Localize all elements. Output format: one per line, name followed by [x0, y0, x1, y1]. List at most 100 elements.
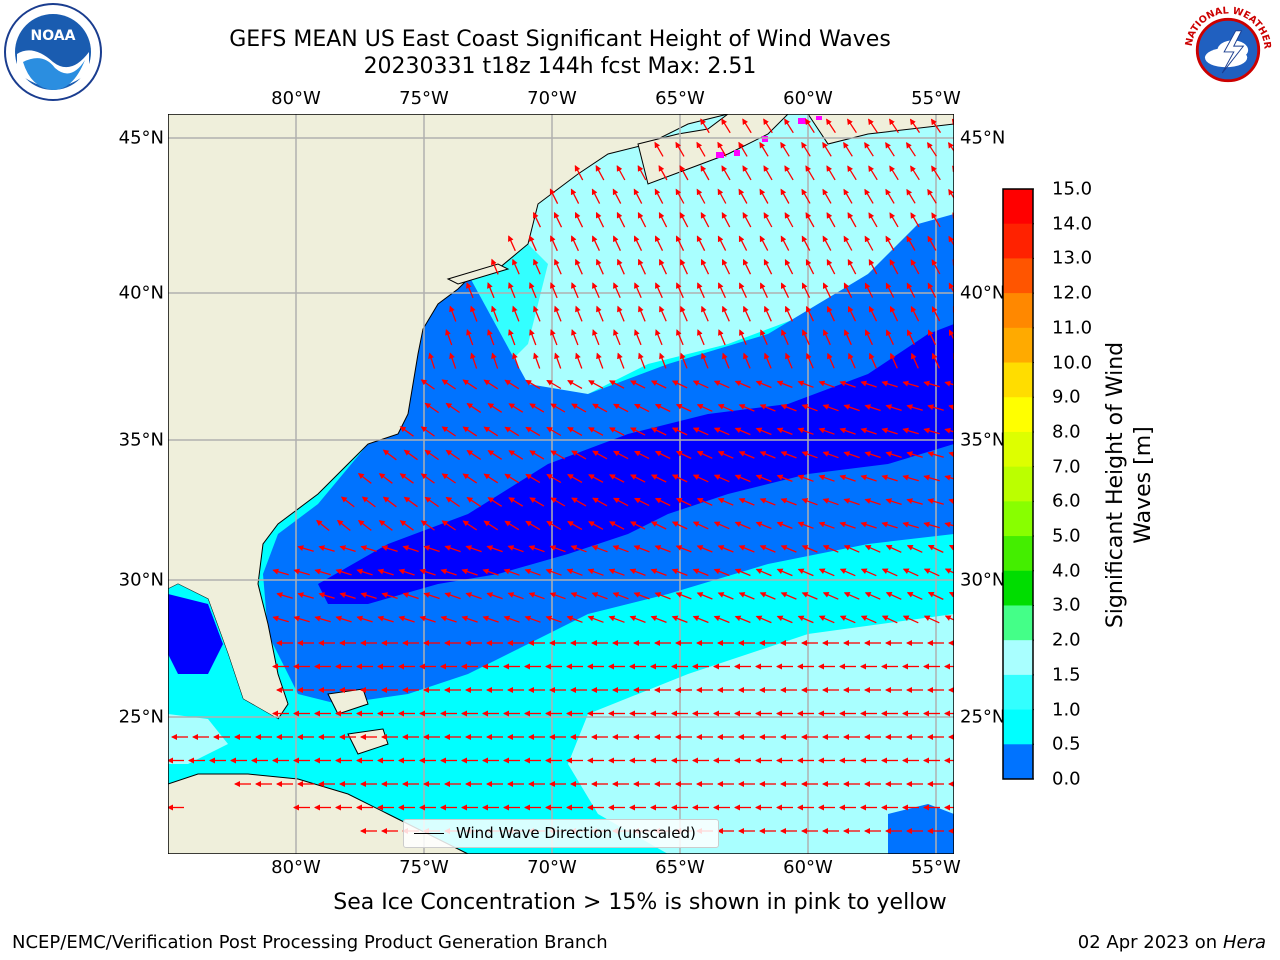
wave-direction-arrow	[487, 329, 495, 346]
wave-direction-arrow	[671, 427, 688, 436]
wave-direction-arrow	[701, 305, 709, 322]
wave-direction-arrow	[776, 521, 793, 530]
wave-direction-arrow	[944, 568, 954, 574]
wave-direction-arrow	[570, 545, 587, 553]
colorbar-band	[1003, 362, 1033, 398]
wave-direction-arrow	[776, 427, 793, 436]
wave-direction-arrow	[483, 379, 499, 390]
wave-direction-arrow	[806, 352, 814, 369]
wave-direction-arrow	[760, 282, 768, 298]
wave-direction-arrow	[546, 426, 562, 437]
wave-direction-arrow	[528, 545, 545, 553]
wave-direction-arrow	[864, 545, 881, 553]
wave-direction-arrow	[567, 380, 583, 389]
wave-direction-arrow	[801, 235, 811, 251]
wave-direction-arrow	[713, 568, 730, 577]
wave-direction-arrow	[944, 427, 954, 434]
wave-direction-arrow	[823, 329, 831, 346]
wave-direction-arrow	[948, 592, 954, 598]
wave-direction-arrow	[801, 592, 818, 600]
wave-direction-arrow	[616, 211, 626, 228]
wave-direction-arrow	[889, 165, 899, 181]
wave-direction-arrow	[461, 568, 478, 576]
wave-direction-arrow	[633, 188, 643, 204]
wave-direction-arrow	[504, 379, 520, 390]
wave-direction-arrow	[860, 380, 877, 388]
wave-direction-arrow	[508, 235, 516, 252]
colorbar-tick-label: 14.0	[1052, 213, 1093, 235]
wave-direction-arrow	[503, 568, 520, 576]
colorbar-band	[1003, 674, 1033, 711]
wave-direction-arrow	[927, 404, 944, 411]
wave-direction-arrow	[571, 450, 587, 460]
wave-direction-arrow	[462, 426, 478, 437]
wave-direction-arrow	[487, 450, 503, 460]
colorbar-tick-label: 8.0	[1052, 421, 1081, 443]
wave-direction-arrow	[700, 258, 710, 275]
lat-tick-left: 30°N	[118, 569, 164, 591]
wave-direction-arrow	[554, 258, 562, 275]
sea-ice-marker	[716, 152, 724, 158]
wave-direction-arrow	[839, 474, 856, 482]
wave-direction-arrow	[612, 545, 629, 553]
wave-direction-arrow	[567, 427, 583, 436]
wave-direction-arrow	[797, 615, 814, 624]
wave-direction-arrow	[634, 329, 642, 346]
lat-tick-right: 25°N	[960, 706, 1006, 728]
colorbar-frame	[1002, 188, 1034, 780]
wave-direction-arrow	[596, 352, 604, 369]
wave-direction-arrow	[868, 212, 878, 228]
wave-direction-arrow	[587, 615, 604, 623]
wave-direction-arrow	[781, 329, 789, 346]
wave-direction-arrow	[382, 496, 397, 508]
wave-direction-arrow	[675, 141, 685, 157]
wave-direction-arrow	[717, 592, 734, 600]
wave-direction-arrow	[860, 521, 877, 529]
wave-direction-arrow	[293, 615, 310, 623]
wave-direction-arrow	[844, 329, 852, 346]
wave-direction-arrow	[713, 474, 730, 483]
wave-direction-arrow	[462, 520, 478, 531]
colorbar-band	[1003, 397, 1033, 433]
wave-direction-arrow	[671, 568, 688, 577]
wave-direction-arrow	[948, 404, 954, 411]
wave-direction-arrow	[491, 305, 499, 322]
wave-direction-arrow	[755, 521, 772, 530]
colorbar-label: Significant Height of Wind Waves [m]	[1103, 341, 1156, 629]
wave-direction-arrow	[378, 473, 393, 484]
sea-ice-marker	[762, 136, 768, 142]
land-long-island	[446, 263, 510, 285]
wave-direction-arrow	[784, 259, 794, 275]
lon-tick-top: 55°W	[911, 88, 961, 109]
wave-direction-arrow	[902, 521, 919, 529]
wave-direction-arrow	[839, 615, 856, 624]
wave-direction-arrow	[609, 474, 625, 483]
wave-direction-arrow	[700, 118, 710, 134]
credit-line: NCEP/EMC/Verification Post Processing Pr…	[12, 932, 608, 953]
wave-direction-arrow	[818, 474, 835, 482]
wave-direction-arrow	[776, 474, 793, 483]
wave-direction-arrow	[860, 615, 877, 624]
colorbar-band	[1003, 293, 1033, 329]
wave-direction-arrow	[612, 188, 622, 204]
lon-tick-bottom: 65°W	[655, 857, 705, 878]
colorbar-band	[1003, 431, 1033, 468]
gulf-light-patch	[168, 714, 228, 764]
wave-direction-arrow	[654, 235, 664, 251]
wave-direction-arrow	[675, 188, 685, 204]
wind-wave-direction-arrows	[168, 118, 954, 834]
wave-direction-arrow	[419, 615, 436, 623]
nws-logo-icon: NATIONAL WEATHER SERVICE	[1178, 2, 1275, 97]
wave-direction-arrow	[784, 212, 794, 228]
wave-direction-arrow	[503, 615, 520, 623]
colorbar-tick-label: 4.0	[1052, 560, 1081, 582]
wave-direction-arrow	[721, 118, 731, 134]
wave-direction-arrow	[441, 473, 456, 484]
wave-direction-arrow	[444, 592, 461, 600]
wave-direction-arrow	[739, 329, 747, 346]
wave-direction-arrow	[910, 165, 920, 181]
wave-direction-arrow	[658, 212, 668, 228]
wave-direction-arrow	[654, 450, 671, 460]
wave-direction-arrow	[592, 497, 608, 507]
colorbar-band	[1003, 501, 1033, 537]
